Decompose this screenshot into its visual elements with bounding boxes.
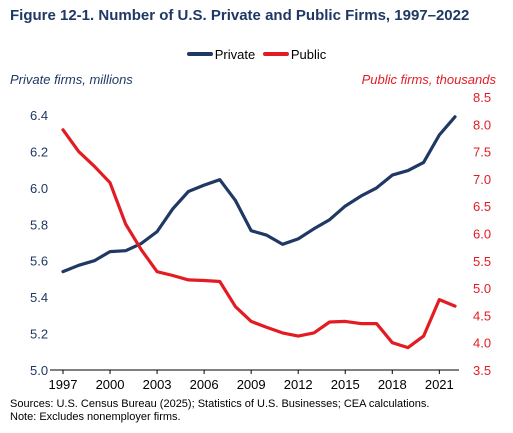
legend-label-private: Private <box>214 46 256 62</box>
y-right-tick-label: 4.0 <box>473 336 491 351</box>
y-left-tick-label: 6.2 <box>30 144 48 159</box>
y-left-tick-label: 5.0 <box>30 363 48 378</box>
y-right-tick-label: 8.0 <box>473 117 491 132</box>
y-axis-label-right: Public firms, thousands <box>361 72 496 87</box>
x-tick-label: 2021 <box>425 377 454 392</box>
y-left-tick-label: 6.4 <box>30 108 48 123</box>
x-tick-label: 2018 <box>378 377 407 392</box>
y-right-tick-label: 6.0 <box>473 227 491 242</box>
legend-item-private: Private <box>186 46 256 62</box>
y-right-tick-label: 7.5 <box>473 145 491 160</box>
y-right-tick-label: 8.5 <box>473 90 491 105</box>
legend-swatch-private <box>186 52 213 56</box>
chart-title: Figure 12-1. Number of U.S. Private and … <box>10 7 470 24</box>
legend-label-public: Public <box>290 46 327 62</box>
x-tick-label: 2000 <box>96 377 125 392</box>
legend-swatch-public <box>262 52 289 56</box>
y-right-tick-label: 3.5 <box>473 363 491 378</box>
x-tick-label: 2009 <box>237 377 266 392</box>
y-left-tick-label: 6.0 <box>30 181 48 196</box>
x-tick-label: 2003 <box>143 377 172 392</box>
y-axis-label-left: Private firms, millions <box>10 72 133 87</box>
y-right-tick-label: 4.5 <box>473 308 491 323</box>
y-right-tick-label: 5.5 <box>473 254 491 269</box>
x-tick-label: 1997 <box>49 377 78 392</box>
sources-note: Sources: U.S. Census Bureau (2025); Stat… <box>10 398 430 410</box>
y-left-tick-label: 5.2 <box>30 327 48 342</box>
excludes-note: Note: Excludes nonemployer firms. <box>10 411 181 423</box>
x-tick-label: 2012 <box>284 377 313 392</box>
x-tick-label: 2015 <box>331 377 360 392</box>
y-right-tick-label: 5.0 <box>473 281 491 296</box>
y-left-tick-label: 5.4 <box>30 290 48 305</box>
y-right-tick-label: 7.0 <box>473 172 491 187</box>
y-left-tick-label: 5.8 <box>30 217 48 232</box>
series-line-public <box>61 128 457 350</box>
y-left-tick-label: 5.6 <box>30 254 48 269</box>
footnotes: Sources: U.S. Census Bureau (2025); Stat… <box>10 398 429 424</box>
y-right-tick-label: 6.5 <box>473 199 491 214</box>
legend: Private Public <box>0 44 513 62</box>
x-tick-label: 2006 <box>190 377 219 392</box>
series-line-private <box>61 115 457 274</box>
legend-item-public: Public <box>262 46 327 62</box>
